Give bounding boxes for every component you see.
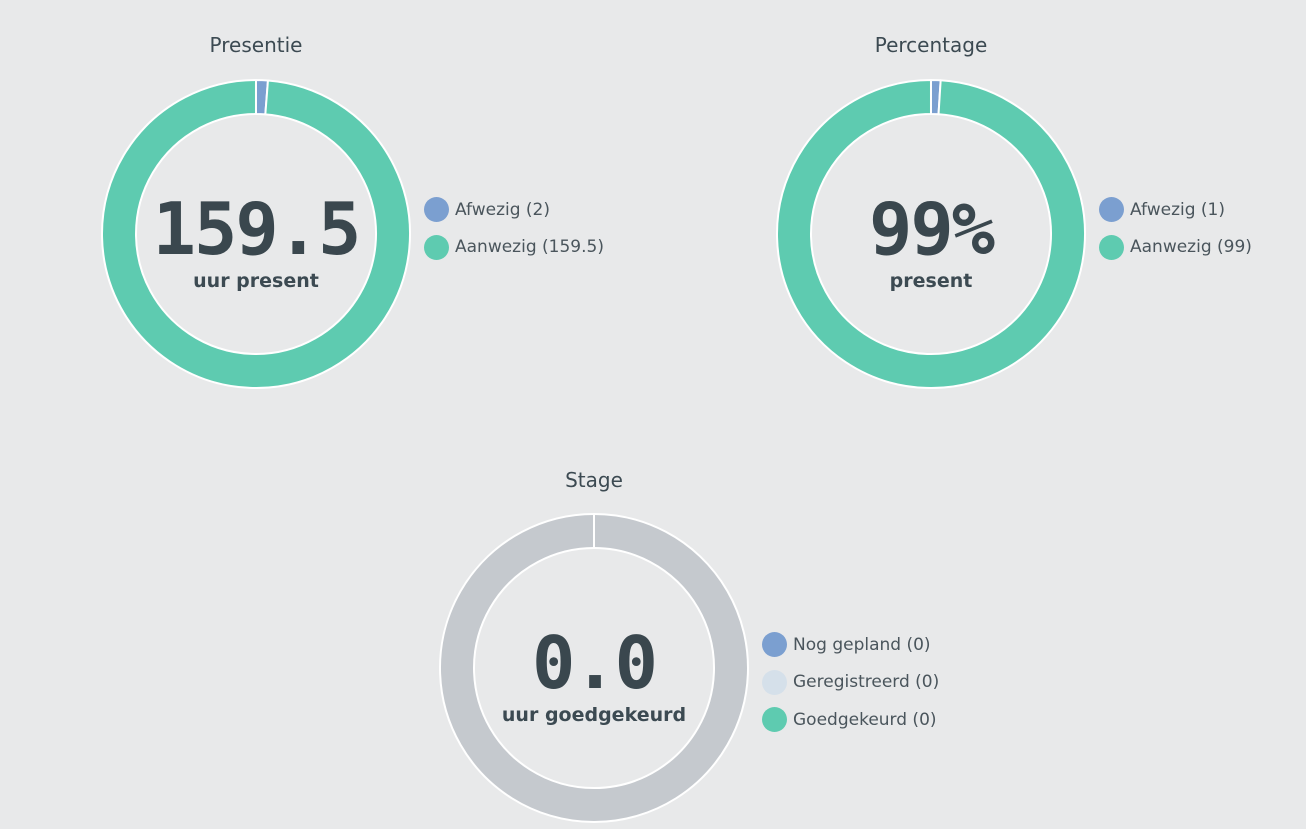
chart-title: Presentie	[209, 33, 303, 57]
center-value: 0.0	[531, 621, 658, 705]
legend-item-aanwezig[interactable]: Aanwezig (159.5)	[424, 229, 604, 267]
legend-label: Nog gepland (0)	[793, 634, 931, 655]
legend-swatch-icon	[1099, 234, 1124, 260]
legend-label: Aanwezig (99)	[1130, 237, 1252, 258]
chart-legend: Afwezig (1) Aanwezig (99)	[1099, 191, 1252, 266]
legend-label: Geregistreerd (0)	[793, 672, 940, 693]
legend-item-aanwezig[interactable]: Aanwezig (99)	[1099, 229, 1252, 267]
chart-title: Stage	[565, 468, 623, 492]
legend-swatch-icon	[1099, 197, 1124, 223]
legend-label: Afwezig (2)	[455, 199, 550, 220]
center-label: present	[889, 270, 973, 292]
legend-label: Goedgekeurd (0)	[793, 709, 937, 730]
donut-empty-ring	[439, 513, 749, 823]
legend-label: Afwezig (1)	[1130, 199, 1225, 220]
chart-legend: Afwezig (2) Aanwezig (159.5)	[424, 191, 604, 266]
legend-item-afwezig[interactable]: Afwezig (2)	[424, 191, 604, 229]
center-value: 99%	[868, 187, 995, 271]
chart-title: Percentage	[874, 33, 988, 57]
chart-legend: Nog gepland (0) Geregistreerd (0) Goedgeke…	[762, 626, 939, 739]
legend-item-goedgekeurd[interactable]: Goedgekeurd (0)	[762, 701, 939, 739]
center-label: uur present	[193, 270, 319, 292]
legend-item-geregistreerd[interactable]: Geregistreerd (0)	[762, 664, 939, 702]
legend-swatch-icon	[762, 632, 787, 658]
center-label: uur goedgekeurd	[501, 704, 687, 726]
donut-slice-aanwezig[interactable]	[776, 79, 1086, 389]
legend-item-nog-gepland[interactable]: Nog gepland (0)	[762, 626, 939, 664]
legend-swatch-icon	[762, 669, 787, 695]
legend-swatch-icon	[762, 707, 787, 733]
center-value: 159.5	[152, 187, 362, 271]
legend-item-afwezig[interactable]: Afwezig (1)	[1099, 191, 1252, 229]
legend-swatch-icon	[424, 197, 449, 223]
legend-swatch-icon	[424, 234, 449, 260]
legend-label: Aanwezig (159.5)	[455, 237, 604, 258]
donut-slice-aanwezig[interactable]	[101, 79, 411, 389]
